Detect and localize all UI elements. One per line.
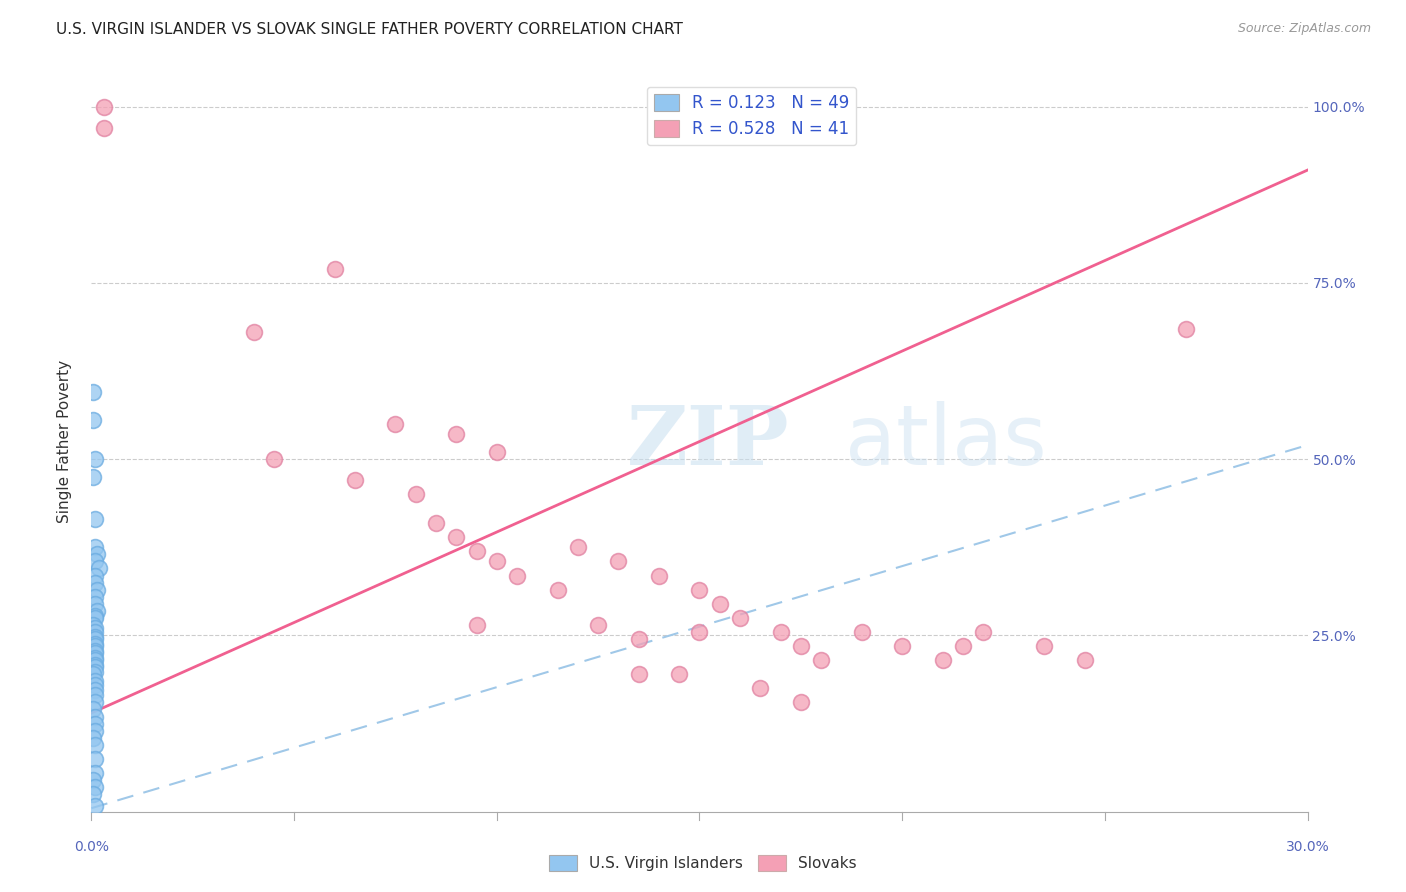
Point bbox=[84, 660, 107, 674]
Point bbox=[586, 618, 609, 632]
Point bbox=[425, 516, 447, 530]
Text: 0.0%: 0.0% bbox=[75, 840, 108, 854]
Point bbox=[343, 473, 366, 487]
Point bbox=[790, 639, 813, 653]
Legend: U.S. Virgin Islanders, Slovaks: U.S. Virgin Islanders, Slovaks bbox=[543, 849, 863, 877]
Point bbox=[93, 100, 115, 114]
Point bbox=[84, 651, 107, 665]
Point bbox=[485, 554, 508, 568]
Point bbox=[84, 575, 107, 590]
Text: U.S. VIRGIN ISLANDER VS SLOVAK SINGLE FATHER POVERTY CORRELATION CHART: U.S. VIRGIN ISLANDER VS SLOVAK SINGLE FA… bbox=[56, 22, 683, 37]
Point bbox=[84, 752, 107, 766]
Point bbox=[749, 681, 772, 696]
Point bbox=[84, 637, 107, 651]
Point bbox=[84, 597, 107, 611]
Point bbox=[1073, 653, 1095, 667]
Point bbox=[790, 695, 813, 709]
Point bbox=[84, 590, 107, 604]
Point bbox=[688, 624, 710, 639]
Point bbox=[323, 261, 346, 276]
Point bbox=[82, 413, 104, 427]
Point bbox=[93, 120, 115, 135]
Text: atlas: atlas bbox=[845, 401, 1047, 482]
Point bbox=[444, 427, 467, 442]
Point bbox=[84, 608, 107, 623]
Point bbox=[952, 639, 974, 653]
Point bbox=[242, 325, 264, 339]
Text: Source: ZipAtlas.com: Source: ZipAtlas.com bbox=[1237, 22, 1371, 36]
Point bbox=[668, 667, 690, 681]
Point bbox=[688, 582, 710, 597]
Point bbox=[86, 547, 108, 561]
Point bbox=[84, 512, 107, 526]
Point bbox=[84, 644, 107, 658]
Point bbox=[709, 597, 731, 611]
Point bbox=[82, 667, 104, 681]
Point bbox=[84, 674, 107, 689]
Point bbox=[82, 702, 104, 716]
Point bbox=[972, 624, 994, 639]
Point bbox=[1175, 322, 1198, 336]
Text: Single Father Poverty: Single Father Poverty bbox=[58, 360, 72, 523]
Point bbox=[84, 646, 107, 660]
Point bbox=[627, 667, 650, 681]
Point bbox=[86, 582, 108, 597]
Point bbox=[648, 568, 671, 582]
Point bbox=[384, 417, 406, 431]
Point bbox=[931, 653, 953, 667]
Point bbox=[1033, 639, 1056, 653]
Legend: R = 0.123   N = 49, R = 0.528   N = 41: R = 0.123 N = 49, R = 0.528 N = 41 bbox=[647, 87, 856, 145]
Point bbox=[547, 582, 569, 597]
Point bbox=[84, 452, 107, 467]
Point bbox=[86, 604, 108, 618]
Point bbox=[84, 624, 107, 639]
Point bbox=[84, 630, 107, 644]
Point bbox=[84, 716, 107, 731]
Point bbox=[405, 487, 427, 501]
Point bbox=[810, 653, 832, 667]
Point bbox=[82, 787, 104, 801]
Point bbox=[444, 530, 467, 544]
Point bbox=[82, 385, 104, 400]
Point bbox=[84, 639, 107, 653]
Point bbox=[89, 561, 111, 575]
Point bbox=[82, 772, 104, 787]
Point bbox=[84, 695, 107, 709]
Text: 30.0%: 30.0% bbox=[1285, 840, 1330, 854]
Point bbox=[769, 624, 792, 639]
Point bbox=[485, 445, 508, 459]
Point bbox=[84, 621, 107, 635]
Point bbox=[506, 568, 529, 582]
Point bbox=[84, 683, 107, 698]
Point bbox=[84, 658, 107, 673]
Point bbox=[84, 780, 107, 794]
Point bbox=[465, 618, 488, 632]
Point bbox=[567, 541, 589, 555]
Point bbox=[84, 611, 107, 625]
Point bbox=[627, 632, 650, 646]
Point bbox=[84, 632, 107, 646]
Point bbox=[84, 709, 107, 723]
Point bbox=[84, 665, 107, 679]
Point bbox=[84, 799, 107, 814]
Point bbox=[82, 470, 104, 484]
Point bbox=[84, 653, 107, 667]
Point bbox=[82, 618, 104, 632]
Point bbox=[728, 611, 751, 625]
Point bbox=[465, 544, 488, 558]
Point bbox=[84, 723, 107, 738]
Point bbox=[84, 766, 107, 780]
Point bbox=[607, 554, 630, 568]
Point bbox=[84, 568, 107, 582]
Point bbox=[84, 541, 107, 555]
Point bbox=[84, 738, 107, 752]
Text: ZIP: ZIP bbox=[627, 401, 789, 482]
Point bbox=[263, 452, 285, 467]
Point bbox=[84, 689, 107, 703]
Point bbox=[851, 624, 873, 639]
Point bbox=[84, 554, 107, 568]
Point bbox=[84, 678, 107, 692]
Point bbox=[891, 639, 914, 653]
Point bbox=[82, 731, 104, 745]
